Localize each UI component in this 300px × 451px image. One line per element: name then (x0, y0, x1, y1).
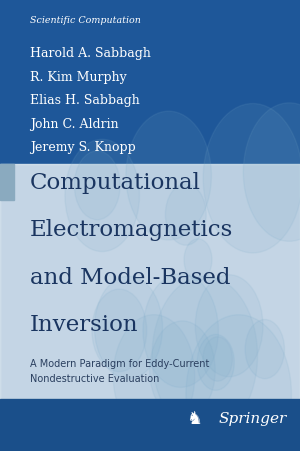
Circle shape (165, 184, 206, 246)
Circle shape (203, 337, 232, 381)
Text: Jeremy S. Knopp: Jeremy S. Knopp (30, 141, 136, 154)
Text: Electromagnetics: Electromagnetics (30, 219, 233, 241)
Text: A Modern Paradigm for Eddy-Current: A Modern Paradigm for Eddy-Current (30, 359, 209, 368)
Text: ♞: ♞ (186, 410, 202, 428)
Text: Harold A. Sabbagh: Harold A. Sabbagh (30, 47, 151, 60)
Bar (0, 165, 14, 201)
Circle shape (65, 140, 140, 252)
Circle shape (186, 315, 291, 451)
Text: Nondestructive Evaluation: Nondestructive Evaluation (30, 373, 159, 383)
Circle shape (203, 104, 300, 253)
Text: Scientific Computation: Scientific Computation (30, 16, 141, 25)
Circle shape (74, 152, 120, 220)
Text: Springer: Springer (219, 412, 287, 425)
Bar (0, 165, 300, 399)
Circle shape (126, 112, 212, 240)
Text: Computational: Computational (30, 171, 201, 193)
Circle shape (152, 276, 257, 435)
Circle shape (94, 276, 163, 379)
Circle shape (245, 320, 284, 379)
Text: Elias H. Sabbagh: Elias H. Sabbagh (30, 94, 140, 107)
Text: Inversion: Inversion (30, 313, 139, 336)
Circle shape (184, 239, 212, 281)
Text: R. Kim Murphy: R. Kim Murphy (30, 71, 127, 84)
Bar (0, 399, 300, 451)
Text: John C. Aldrin: John C. Aldrin (30, 118, 119, 131)
Circle shape (243, 104, 300, 242)
Text: and Model-Based: and Model-Based (30, 266, 230, 288)
Circle shape (197, 335, 234, 391)
Circle shape (150, 321, 215, 420)
Circle shape (195, 275, 263, 377)
Circle shape (143, 274, 218, 387)
Circle shape (113, 315, 195, 437)
Circle shape (92, 290, 147, 372)
